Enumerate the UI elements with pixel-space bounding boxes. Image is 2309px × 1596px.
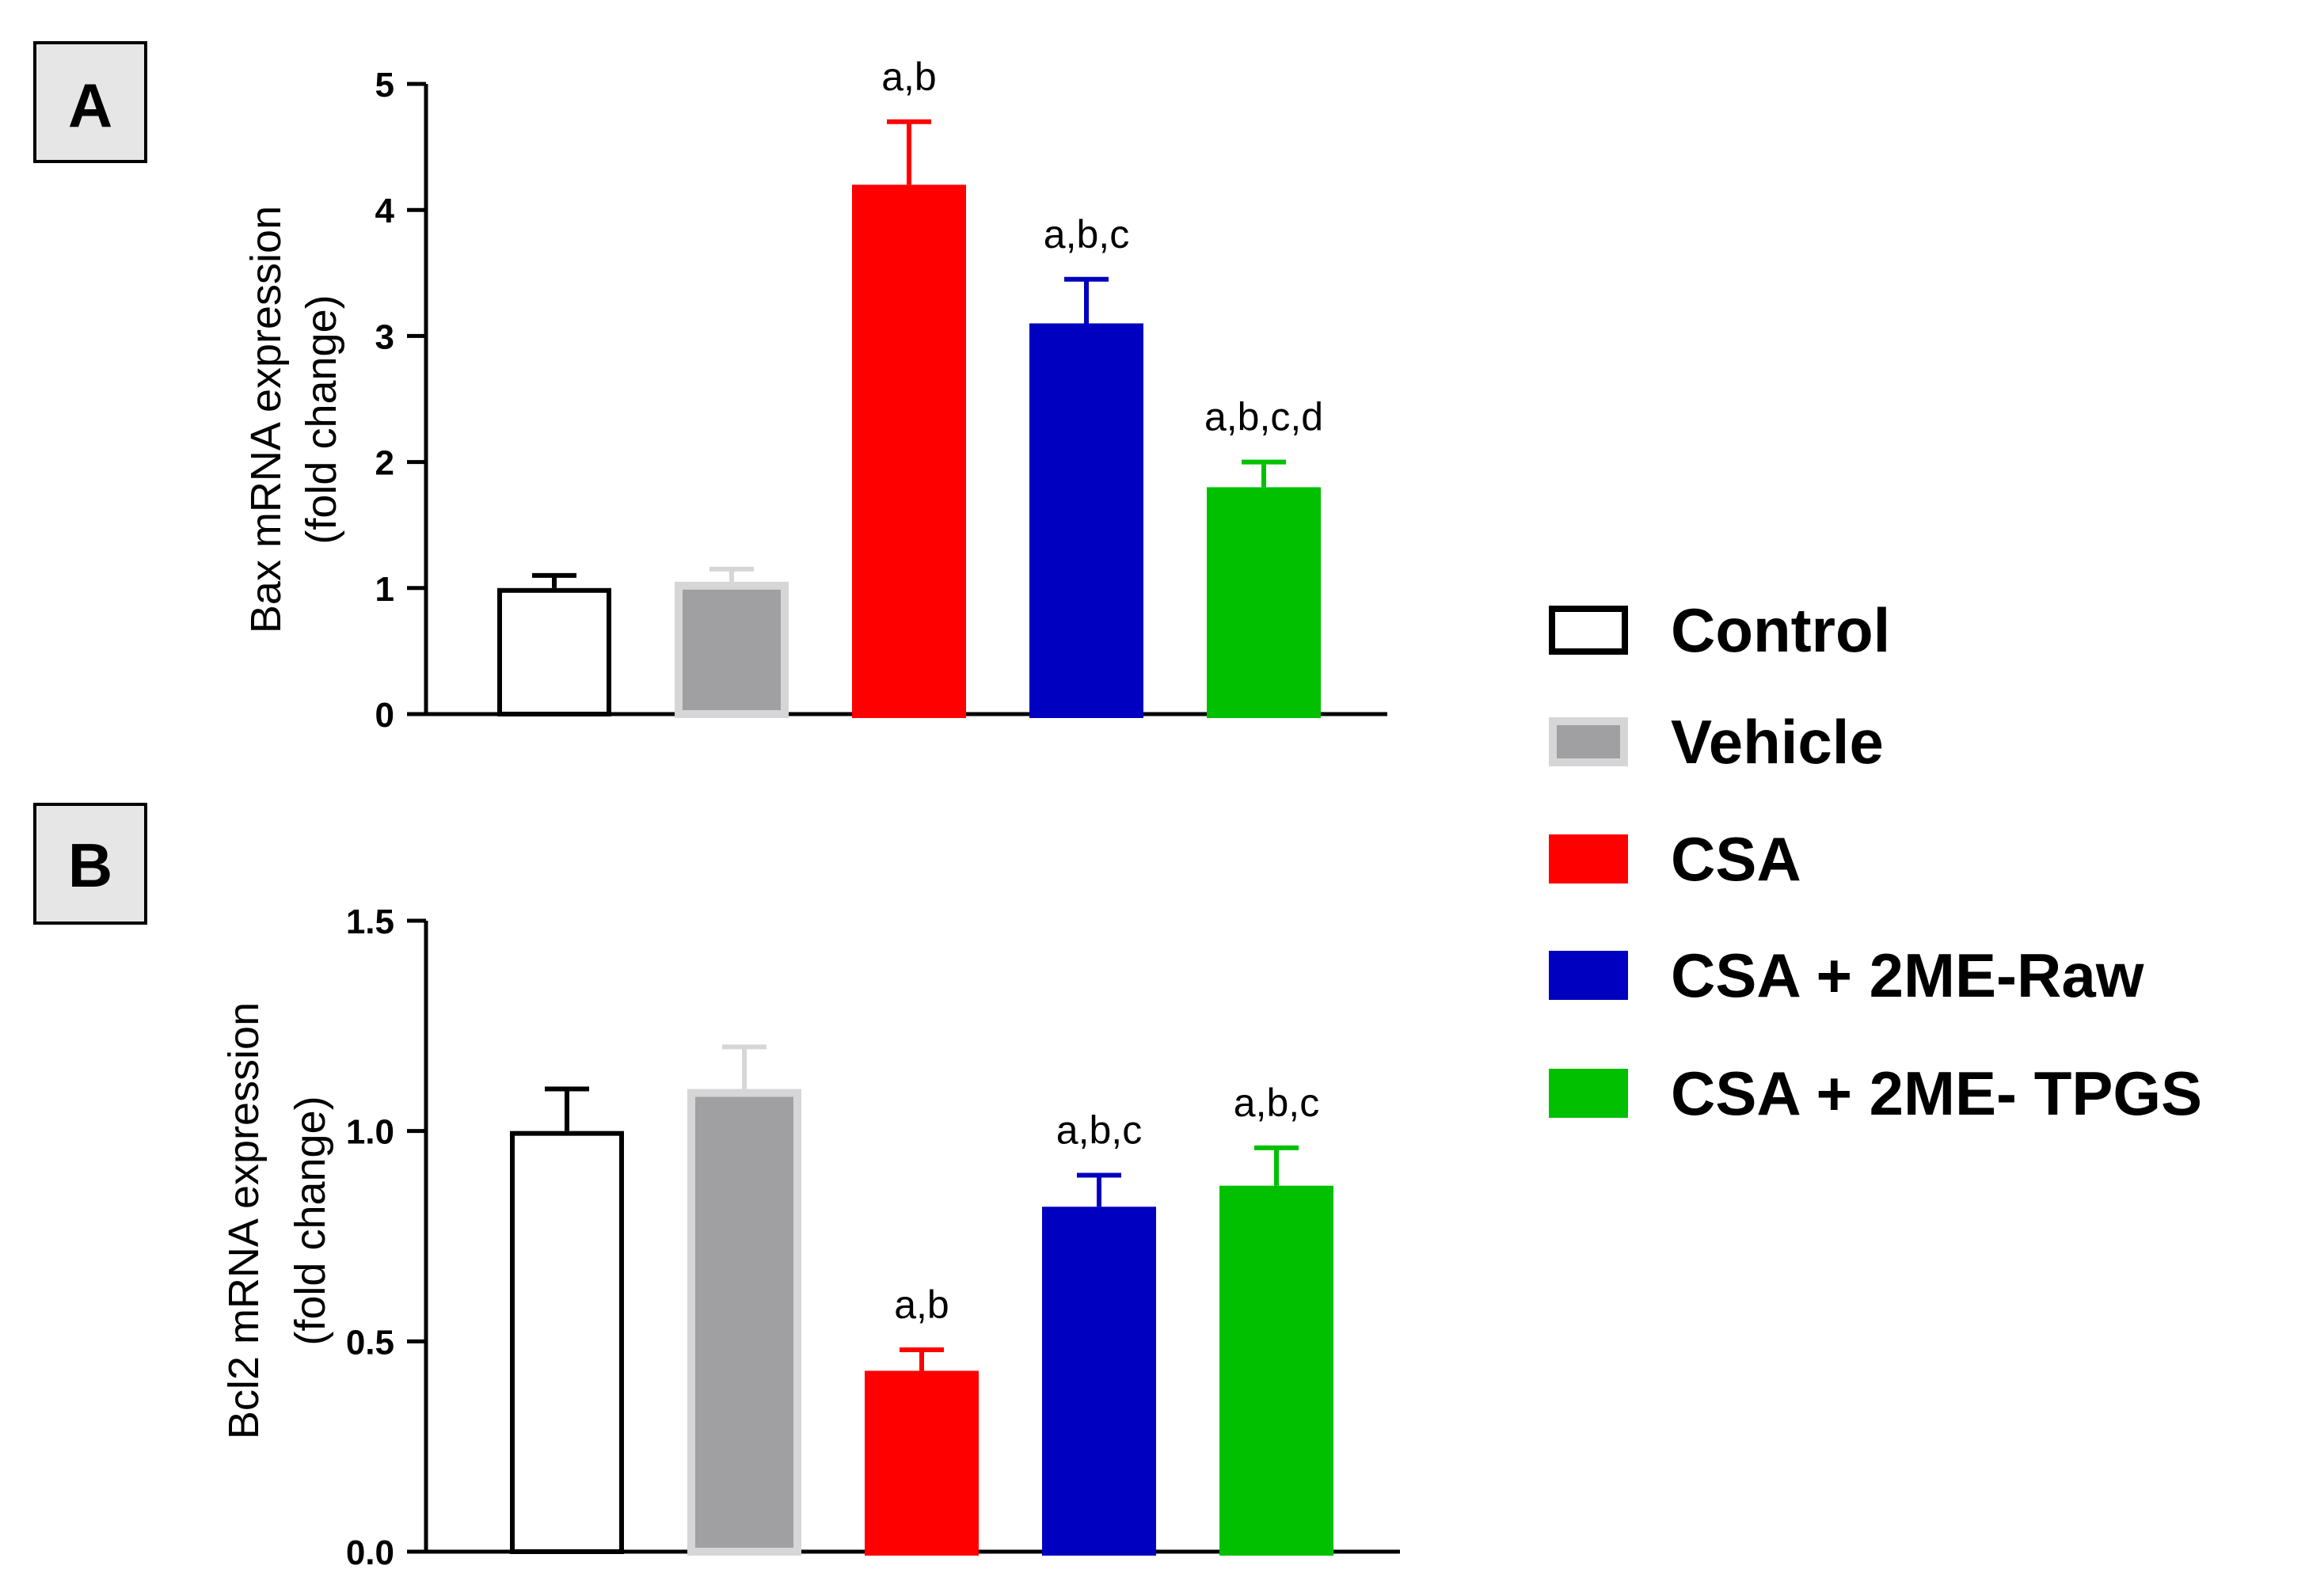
legend-item-csa-2me-tpgs: CSA + 2ME- TPGS <box>1549 1058 2202 1128</box>
panel-b-y-tick-label: 0.5 <box>346 1323 394 1362</box>
panel-b-y-tick-label: 1.5 <box>346 902 394 941</box>
legend-swatch-control <box>1549 606 1628 655</box>
panel-a-bar-csa-2me-tpgs <box>1207 487 1321 718</box>
panel-a-ylabel-line2: (fold change) <box>298 294 345 544</box>
panel-b-bar-control <box>510 1130 624 1554</box>
panel-a-y-tick-label: 0 <box>375 696 394 735</box>
legend-swatch-csa <box>1549 834 1628 884</box>
panel-b-ylabel-line2: (fold change) <box>287 1096 334 1345</box>
panel-a-bar-csa <box>852 184 966 719</box>
panel-b-bar-csa-2me-tpgs <box>1219 1185 1333 1556</box>
panel-b-ylabel-line1: Bcl2 mRNA expression <box>220 1002 268 1439</box>
panel-a-y-tick-label: 4 <box>375 192 395 230</box>
legend-item-vehicle: Vehicle <box>1549 707 1884 777</box>
legend-swatch-csa-2me-tpgs <box>1549 1069 1628 1118</box>
legend-label-control: Control <box>1671 595 1890 665</box>
panel-b-y-tick-label: 1.0 <box>346 1113 394 1152</box>
panel-a: A Bax mRNA expression (fold change) 0 1 2 3… <box>33 41 1387 735</box>
panel-b-bar-csa <box>865 1370 979 1556</box>
legend: Control Vehicle CSA CSA + 2ME-Raw CSA + 2ME-… <box>1549 595 2202 1128</box>
panel-a-bar-vehicle <box>675 581 789 719</box>
panel-a-annotation-csa: a,b <box>881 55 937 99</box>
legend-item-csa: CSA <box>1549 824 1801 894</box>
legend-label-csa-2me-tpgs: CSA + 2ME- TPGS <box>1671 1058 2202 1128</box>
panel-b-y-tick-label: 0.0 <box>346 1533 394 1572</box>
panel-a-annotation-csa-2me-tpgs: a,b,c,d <box>1204 395 1323 439</box>
panel-a-y-tick-label: 3 <box>375 317 394 356</box>
panel-a-bar-csa-2me-raw <box>1029 323 1143 718</box>
legend-item-control: Control <box>1549 595 1890 665</box>
panel-b-letter: B <box>68 830 112 900</box>
legend-item-csa-2me-raw: CSA + 2ME-Raw <box>1549 940 2144 1010</box>
panel-a-y-tick-label: 1 <box>375 570 394 609</box>
legend-swatch-csa-2me-raw <box>1549 951 1628 1000</box>
panel-b-y-axis-title: Bcl2 mRNA expression (fold change) <box>220 1002 334 1439</box>
panel-a-ylabel-line1: Bax mRNA expression <box>242 206 290 633</box>
legend-label-csa: CSA <box>1671 824 1801 894</box>
panel-b-annotation-csa-2me-tpgs: a,b,c <box>1234 1081 1319 1125</box>
panel-b: B Bcl2 mRNA expression (fold change) 0.0… <box>33 803 1400 1572</box>
legend-swatch-vehicle <box>1549 717 1628 766</box>
panel-a-annotation-csa-2me-raw: a,b,c <box>1044 212 1129 256</box>
panel-b-label-box <box>33 803 147 925</box>
panel-a-y-tick-label: 2 <box>375 444 394 483</box>
legend-label-csa-2me-raw: CSA + 2ME-Raw <box>1671 940 2144 1010</box>
panel-a-letter: A <box>68 70 112 140</box>
panel-b-annotation-csa-2me-raw: a,b,c <box>1056 1108 1142 1152</box>
panel-a-label-box <box>33 41 147 163</box>
panel-b-bar-vehicle <box>687 1089 801 1556</box>
panel-a-bar-control <box>497 587 611 716</box>
panel-b-bar-csa-2me-raw <box>1042 1206 1156 1556</box>
legend-label-vehicle: Vehicle <box>1671 707 1884 777</box>
panel-b-annotation-csa: a,b <box>894 1282 949 1327</box>
panel-a-y-axis-title: Bax mRNA expression (fold change) <box>242 206 345 633</box>
panel-a-y-tick-label: 5 <box>375 66 394 104</box>
